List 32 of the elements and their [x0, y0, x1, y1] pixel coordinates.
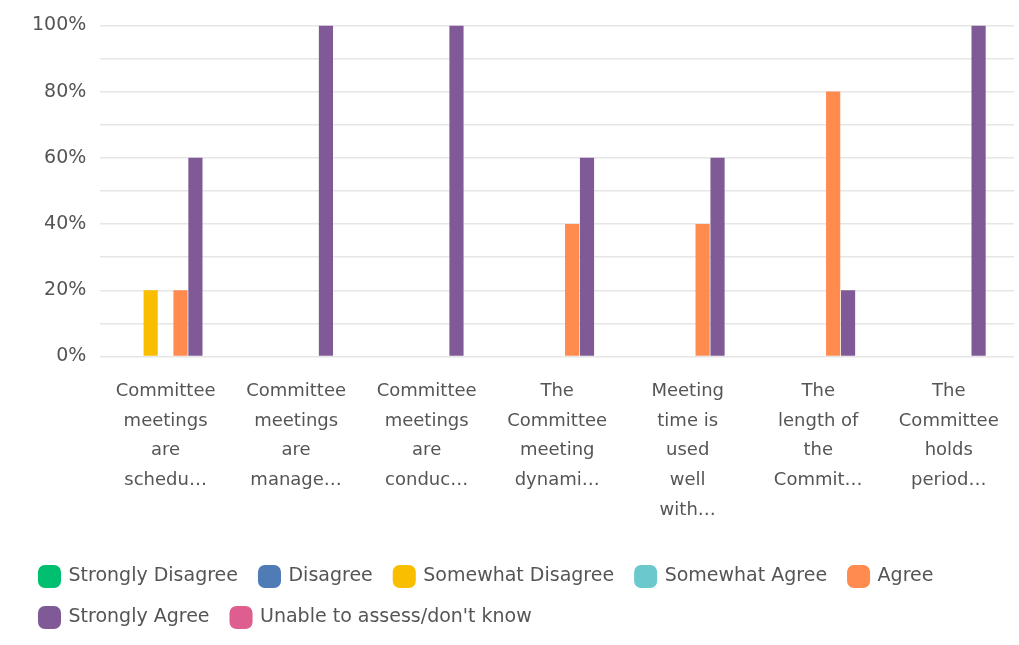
legend-label: Agree [877, 563, 934, 586]
x-tick-label: Committee meetings are schedu… [115, 379, 216, 490]
bar [695, 224, 710, 356]
x-tick-label: The Committee meeting dynami… [507, 379, 608, 490]
y-tick-label: 40% [44, 211, 87, 233]
legend-label: Disagree [288, 563, 373, 586]
bar [449, 25, 464, 356]
bar [971, 25, 986, 356]
bar [840, 290, 856, 356]
bar [565, 224, 580, 356]
legend-label: Somewhat Disagree [423, 563, 615, 586]
y-tick-label: 20% [44, 277, 87, 300]
bar [318, 25, 334, 356]
y-tick-label: 60% [44, 144, 87, 167]
legend-label: Strongly Agree [68, 604, 210, 627]
y-tick-label: 100% [31, 12, 87, 35]
bar [826, 91, 841, 356]
bar [173, 290, 188, 356]
x-tick-label: The Committee holds period… [898, 379, 999, 490]
x-tick-label: The length of the Commit… [773, 379, 863, 490]
x-tick-label: Committee meetings are conduc… [376, 379, 477, 490]
bar [579, 157, 595, 356]
x-tick-label: Meeting time is used well with… [651, 379, 724, 519]
y-tick-label: 0% [56, 343, 87, 366]
legend-label: Somewhat Agree [664, 563, 828, 586]
legend-label: Strongly Disagree [68, 563, 238, 586]
bar [188, 157, 203, 356]
legend-label: Unable to assess/don't know [260, 604, 532, 627]
y-tick-label: 80% [44, 78, 87, 101]
x-tick-label: Committee meetings are manage… [246, 379, 347, 490]
bar [710, 157, 725, 356]
bar [143, 290, 158, 356]
